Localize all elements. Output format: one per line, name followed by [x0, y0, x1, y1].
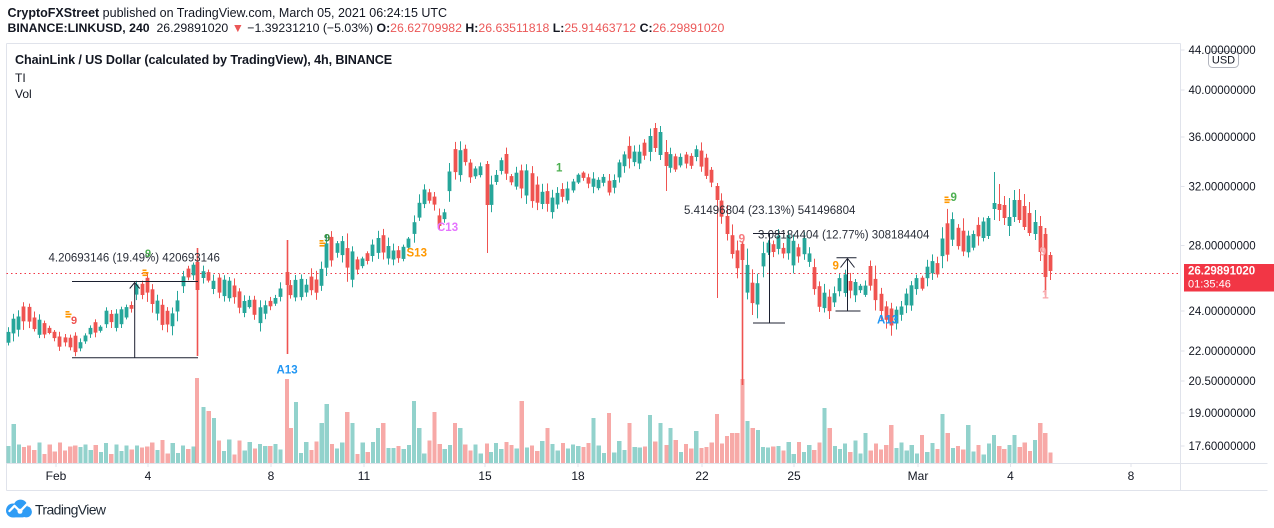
svg-text:20.50000000: 20.50000000	[1189, 376, 1256, 388]
svg-text:11: 11	[358, 469, 371, 483]
svg-text:9: 9	[324, 233, 330, 245]
svg-text:15: 15	[478, 469, 492, 483]
svg-text:9: 9	[145, 248, 151, 260]
svg-text:Mar: Mar	[908, 469, 929, 483]
svg-text:17.60000000: 17.60000000	[1189, 441, 1256, 453]
svg-text:USD: USD	[1212, 55, 1235, 67]
svg-text:36.00000000: 36.00000000	[1189, 132, 1256, 144]
svg-text:9: 9	[951, 192, 957, 204]
svg-text:1: 1	[556, 163, 563, 175]
svg-text:40.00000000: 40.00000000	[1189, 85, 1256, 97]
svg-text:1: 1	[1042, 288, 1049, 302]
svg-text:32.00000000: 32.00000000	[1189, 182, 1256, 194]
svg-text:19.00000000: 19.00000000	[1189, 408, 1256, 420]
svg-text:22.00000000: 22.00000000	[1189, 346, 1256, 358]
svg-text:18: 18	[571, 469, 585, 483]
svg-text:4: 4	[1007, 469, 1014, 483]
svg-text:5.41496804 (23.13%) 541496804: 5.41496804 (23.13%) 541496804	[684, 205, 856, 217]
svg-text:A13: A13	[277, 365, 298, 377]
svg-text:01:35:46: 01:35:46	[1188, 279, 1231, 291]
svg-text:C13: C13	[437, 222, 458, 234]
svg-text:4.20693146 (19.49%) 420693146: 4.20693146 (19.49%) 420693146	[49, 253, 220, 265]
svg-text:A13: A13	[877, 315, 898, 327]
svg-text:Feb: Feb	[46, 469, 67, 483]
svg-text:TradingView: TradingView	[35, 502, 107, 518]
svg-text:8: 8	[1128, 469, 1135, 483]
svg-text:9: 9	[739, 232, 746, 246]
svg-text:28.00000000: 28.00000000	[1189, 241, 1256, 253]
svg-text:9: 9	[71, 315, 77, 327]
svg-text:4: 4	[145, 469, 152, 483]
svg-text:9: 9	[833, 261, 839, 273]
svg-text:26.29891020: 26.29891020	[1188, 266, 1255, 278]
svg-text:22: 22	[695, 469, 709, 483]
svg-text:24.00000000: 24.00000000	[1189, 306, 1256, 318]
svg-text:3.08184404 (12.77%) 308184404: 3.08184404 (12.77%) 308184404	[758, 230, 930, 242]
svg-text:8: 8	[268, 469, 275, 483]
svg-text:9: 9	[1040, 245, 1047, 259]
svg-text:44.00000000: 44.00000000	[1189, 45, 1256, 57]
svg-text:25: 25	[787, 469, 801, 483]
svg-text:S13: S13	[407, 248, 427, 260]
